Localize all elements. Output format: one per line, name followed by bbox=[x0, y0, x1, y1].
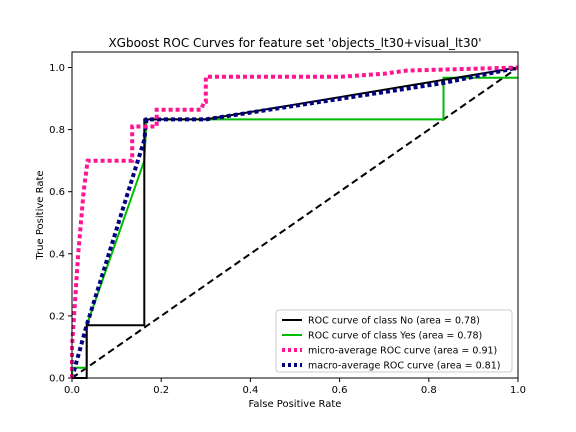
legend-label: ROC curve of class Yes (area = 0.78) bbox=[308, 331, 482, 342]
legend-label: micro-average ROC curve (area = 0.91) bbox=[308, 346, 497, 357]
x-tick-label: 0.2 bbox=[153, 385, 169, 396]
y-axis-label: True Positive Rate bbox=[35, 170, 46, 260]
y-tick-label: 0.4 bbox=[49, 249, 65, 260]
series-line-2 bbox=[70, 65, 519, 378]
x-tick-label: 0.4 bbox=[242, 385, 258, 396]
x-axis: 0.0 0.2 0.4 0.6 0.8 1.0 bbox=[64, 378, 526, 396]
plot-frame bbox=[71, 51, 519, 379]
legend-items: ROC curve of class No (area = 0.78) ROC c… bbox=[282, 316, 500, 372]
y-tick-label: 1.0 bbox=[49, 63, 65, 74]
legend-label: macro-average ROC curve (area = 0.81) bbox=[308, 361, 500, 372]
y-tick-label: 0.8 bbox=[49, 125, 65, 136]
series-line-3 bbox=[70, 65, 519, 379]
y-axis: 0.0 0.2 0.4 0.6 0.8 1.0 bbox=[49, 63, 72, 385]
legend-label: ROC curve of class No (area = 0.78) bbox=[308, 316, 480, 327]
x-axis-label: False Positive Rate bbox=[249, 399, 342, 410]
legend: ROC curve of class No (area = 0.78) ROC c… bbox=[275, 309, 513, 373]
x-tick-label: 0.6 bbox=[332, 385, 348, 396]
y-tick-label: 0.6 bbox=[49, 187, 65, 198]
y-tick-label: 0.2 bbox=[49, 311, 65, 322]
chart-title: XGboost ROC Curves for feature set 'obje… bbox=[108, 36, 481, 50]
y-tick-label: 0.0 bbox=[49, 374, 65, 385]
x-tick-label: 0.0 bbox=[64, 385, 80, 396]
legend-box bbox=[275, 309, 513, 373]
x-tick-label: 0.8 bbox=[421, 385, 437, 396]
x-tick-label: 1.0 bbox=[510, 385, 526, 396]
